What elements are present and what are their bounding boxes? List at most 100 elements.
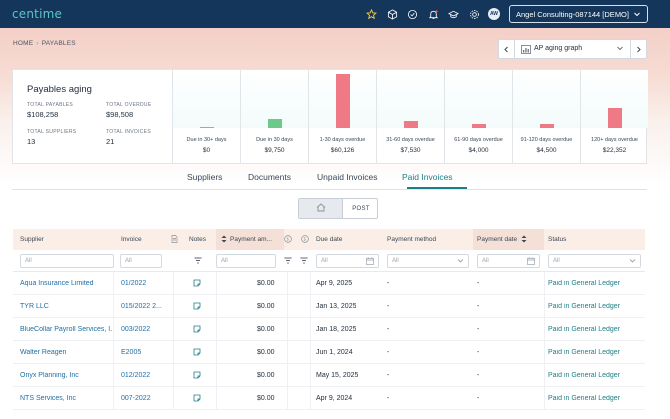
calendar-icon[interactable] <box>527 257 535 267</box>
column-divider <box>544 272 545 295</box>
status-text[interactable]: Paid in General Ledger <box>548 349 620 356</box>
column-header-due-date[interactable]: Due date <box>316 236 343 243</box>
sync-icon[interactable] <box>405 7 419 21</box>
company-selector[interactable]: Angel Consulting-087144 [DEMO] <box>509 5 648 23</box>
bucket-plot <box>241 70 308 128</box>
previous-view-button[interactable] <box>499 40 515 58</box>
invoice-link[interactable]: E2005 <box>121 349 142 356</box>
bucket-label: 31-60 days overdue <box>386 137 435 143</box>
aging-bar[interactable] <box>404 121 418 128</box>
aging-bar[interactable] <box>540 123 554 128</box>
column-header-payment-date[interactable]: Payment date <box>477 236 518 243</box>
column-divider <box>287 364 288 387</box>
column-divider <box>173 295 174 318</box>
invoice-link[interactable]: 003/2022 <box>121 326 151 333</box>
gear-icon[interactable] <box>467 7 481 21</box>
payment-method: - <box>387 372 390 379</box>
column-header-invoice[interactable]: Invoice <box>121 236 142 243</box>
total-overdue-label: TOTAL OVERDUE <box>106 102 152 108</box>
sort-icon[interactable] <box>221 235 227 245</box>
notes-icon[interactable] <box>193 371 201 381</box>
payment-amount-filter-input[interactable]: All <box>216 254 276 268</box>
column-header-payment-method[interactable]: Payment method <box>387 236 437 243</box>
status-text[interactable]: Paid in General Ledger <box>548 326 620 333</box>
rewards-icon[interactable] <box>364 7 378 21</box>
supplier-link[interactable]: TYR LLC <box>20 303 49 310</box>
status-text[interactable]: Paid in General Ledger <box>548 280 620 287</box>
invoice-link[interactable]: 015/2022 2... <box>121 303 162 310</box>
column-header-status[interactable]: Status <box>548 236 567 243</box>
total-overdue-value: $98,508 <box>106 110 134 119</box>
tab-unpaid-invoices[interactable]: Unpaid Invoices <box>317 172 378 182</box>
aging-bar[interactable] <box>268 119 282 128</box>
supplier-link[interactable]: Aqua Insurance Limited <box>20 280 94 287</box>
column-divider <box>113 387 114 410</box>
breadcrumb-home[interactable]: HOME <box>13 40 34 47</box>
aging-bucket[interactable]: Due in 30 days $9,750 <box>240 70 308 163</box>
notifications-bell-icon[interactable] <box>426 7 440 21</box>
due-date-filter-input[interactable]: All <box>316 254 379 268</box>
table-row[interactable]: NTS Services, Inc 007-2022 $0.00 Apr 9, 202… <box>13 387 645 410</box>
graduation-cap-icon[interactable] <box>446 7 460 21</box>
table-row[interactable]: TYR LLC 015/2022 2... $0.00 Jan 13, 2025 - - P… <box>13 295 645 318</box>
supplier-link[interactable]: NTS Services, Inc <box>20 395 77 402</box>
notes-icon[interactable] <box>193 394 201 404</box>
tab-suppliers[interactable]: Suppliers <box>187 172 223 182</box>
aging-bar[interactable] <box>472 124 486 128</box>
supplier-link[interactable]: Walter Reagen <box>20 349 67 356</box>
payment-date-filter-input[interactable]: All <box>477 254 540 268</box>
notes-icon[interactable] <box>193 348 201 358</box>
status-text[interactable]: Paid in General Ledger <box>548 303 620 310</box>
notes-icon[interactable] <box>193 279 201 289</box>
aging-bar[interactable] <box>200 127 214 128</box>
payment-method-filter-select[interactable]: All <box>387 254 469 268</box>
aging-bucket[interactable]: Due in 30+ days $0 <box>172 70 240 163</box>
avatar[interactable]: AW <box>488 8 500 20</box>
status-text[interactable]: Paid in General Ledger <box>548 395 620 402</box>
table-row[interactable]: Onyx Planning, Inc 012/2022 $0.00 May 15, 2… <box>13 364 645 387</box>
total-suppliers-value: 13 <box>27 137 36 146</box>
aging-bucket[interactable]: 120+ days overdue $22,352 <box>580 70 648 163</box>
aging-bucket[interactable]: 31-60 days overdue $7,530 <box>376 70 444 163</box>
bucket-label: Due in 30 days <box>256 137 293 143</box>
status-filter-select[interactable]: All <box>548 254 641 268</box>
supplier-link[interactable]: BlueCollar Payroll Services, I... <box>20 326 112 333</box>
aging-bucket[interactable]: 1-30 days overdue $60,126 <box>308 70 376 163</box>
table-row[interactable]: BlueCollar Payroll Services, I... 003/202… <box>13 318 645 341</box>
invoice-link[interactable]: 007-2022 <box>121 395 151 402</box>
filter-icon[interactable] <box>194 257 202 266</box>
centime-logo[interactable]: centime <box>12 7 63 21</box>
invoice-link[interactable]: 01/2022 <box>121 280 147 287</box>
aging-bar[interactable] <box>608 107 622 128</box>
invoice-link[interactable]: 012/2022 <box>121 372 151 379</box>
column-divider <box>310 295 311 318</box>
view-selector-label[interactable]: AP aging graph <box>534 45 583 52</box>
tab-paid-invoices[interactable]: Paid Invoices <box>402 172 453 182</box>
supplier-filter-input[interactable]: All <box>20 254 114 268</box>
chevron-down-icon[interactable] <box>616 44 624 54</box>
supplier-link[interactable]: Onyx Planning, Inc <box>20 372 79 379</box>
aging-bucket[interactable]: 91-120 days overdue $4,500 <box>512 70 580 163</box>
status-text[interactable]: Paid in General Ledger <box>548 372 620 379</box>
filter-icon[interactable] <box>300 257 308 266</box>
payment-date: - <box>477 326 480 333</box>
aging-bucket[interactable]: 61-90 days overdue $4,000 <box>444 70 512 163</box>
column-header-notes[interactable]: Notes <box>189 236 206 243</box>
cube-icon[interactable] <box>385 7 399 21</box>
notes-icon[interactable] <box>193 302 201 312</box>
table-row[interactable]: Aqua Insurance Limited 01/2022 $0.00 Apr 9,… <box>13 272 645 295</box>
tab-documents[interactable]: Documents <box>248 172 291 182</box>
notes-icon[interactable] <box>193 325 201 335</box>
calendar-icon[interactable] <box>366 257 374 267</box>
column-header-payment-amount[interactable]: Payment am... <box>230 236 272 243</box>
table-row[interactable]: Walter Reagen E2005 $0.00 Jun 1, 2024 - - Paid… <box>13 341 645 364</box>
post-toggle-button[interactable]: POST <box>352 205 370 212</box>
next-view-button[interactable] <box>630 40 646 58</box>
column-divider <box>113 295 114 318</box>
home-toggle-button[interactable] <box>299 199 343 218</box>
filter-icon[interactable] <box>284 257 292 266</box>
column-header-supplier[interactable]: Supplier <box>20 236 44 243</box>
aging-bar[interactable] <box>336 74 350 128</box>
invoice-filter-input[interactable]: All <box>120 254 162 268</box>
sort-icon[interactable] <box>521 235 527 245</box>
